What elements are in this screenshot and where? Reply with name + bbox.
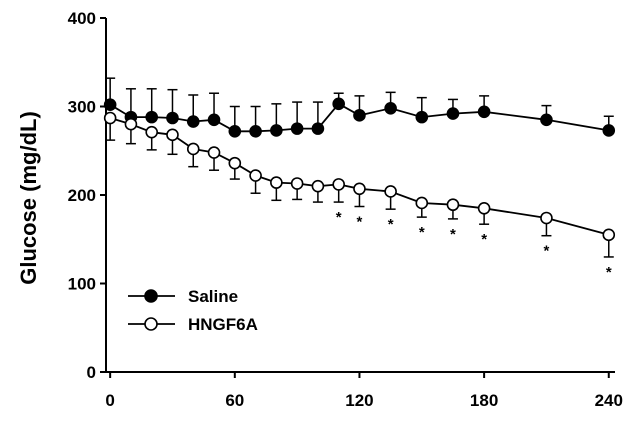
y-axis-label: Glucose (mg/dL) — [16, 111, 41, 285]
significance-asterisk: * — [357, 214, 363, 231]
data-point — [166, 128, 179, 142]
significance-asterisk: * — [388, 216, 394, 233]
legend: Saline HNGF6A — [128, 287, 258, 334]
data-point — [145, 110, 159, 124]
data-point — [540, 113, 553, 127]
data-point — [353, 182, 366, 196]
series-layer — [103, 77, 616, 258]
data-point — [207, 146, 221, 159]
data-point — [446, 107, 460, 120]
data-point — [415, 110, 429, 124]
data-point — [311, 179, 325, 193]
y-tick-label: 400 — [68, 9, 96, 28]
data-point — [145, 125, 159, 139]
data-point — [332, 97, 345, 111]
data-point — [477, 201, 491, 215]
significance-asterisk: * — [450, 226, 456, 243]
data-point — [124, 117, 138, 131]
significance-asterisk: * — [544, 243, 550, 260]
x-tick-label: 120 — [345, 391, 373, 410]
axes — [100, 17, 615, 378]
data-point — [540, 211, 553, 225]
data-point — [332, 178, 345, 191]
data-point — [186, 115, 200, 128]
series-saline — [103, 77, 616, 138]
x-tick-label: 0 — [105, 391, 114, 410]
y-tick-label: 100 — [68, 275, 96, 294]
tick-labels: 0 100 200 300 400 0 60 120 180 240 — [68, 9, 623, 410]
data-point — [602, 228, 616, 242]
data-point — [353, 109, 366, 122]
data-point — [290, 177, 304, 190]
data-point — [228, 124, 242, 138]
significance-asterisk: * — [336, 209, 342, 226]
data-point — [477, 105, 491, 119]
data-point — [103, 111, 117, 125]
significance-asterisk: * — [606, 264, 612, 281]
data-point — [290, 122, 304, 135]
x-tick-label: 60 — [225, 391, 244, 410]
data-point — [166, 111, 179, 125]
legend-label: HNGF6A — [188, 315, 258, 334]
data-point — [446, 198, 460, 212]
x-tick-label: 180 — [470, 391, 498, 410]
legend-label: Saline — [188, 287, 238, 306]
data-point — [270, 124, 283, 137]
legend-marker — [144, 317, 158, 331]
legend-marker — [144, 289, 158, 303]
data-point — [228, 156, 242, 170]
significance-asterisk: * — [419, 224, 425, 241]
data-point — [249, 169, 262, 182]
data-point — [384, 185, 397, 198]
data-point — [270, 176, 283, 189]
y-tick-label: 0 — [87, 363, 96, 382]
data-point — [186, 142, 200, 156]
x-tick-label: 240 — [595, 391, 623, 410]
significance-markers: * * * * * * * * — [336, 209, 612, 281]
data-point — [602, 124, 616, 137]
y-tick-label: 200 — [68, 186, 96, 205]
data-point — [103, 98, 117, 112]
data-point — [311, 122, 325, 135]
y-tick-label: 300 — [68, 98, 96, 117]
significance-asterisk: * — [481, 231, 487, 248]
data-point — [249, 124, 262, 138]
data-point — [415, 196, 429, 210]
series-hngf6a — [103, 111, 616, 258]
data-point — [384, 101, 397, 115]
data-point — [207, 113, 221, 127]
